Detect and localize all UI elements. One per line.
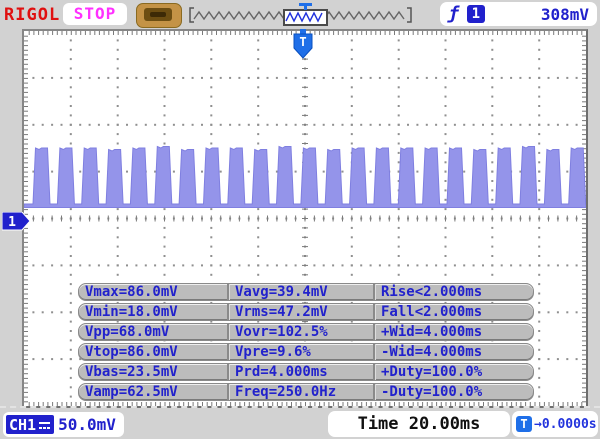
channel1-scale-box[interactable]: CH1 50.0mV — [3, 412, 124, 437]
usb-storage-icon-slot — [150, 12, 166, 17]
memory-window-waveform — [285, 11, 323, 23]
usb-storage-icon — [136, 3, 182, 28]
measurements-panel: Vmax=86.0mV Vavg=39.4mV Rise<2.000ms Vmin=1… — [78, 283, 534, 403]
measurement-cell: Vmin=18.0mV — [85, 304, 178, 320]
memory-window-box[interactable] — [283, 9, 328, 26]
trigger-offset-value: →0.0000s — [534, 416, 597, 432]
trigger-level-value: 308mV — [540, 4, 589, 24]
trigger-offset-badge: T — [516, 416, 532, 432]
memory-position-bar[interactable] — [187, 2, 416, 28]
trigger-offset-box[interactable]: T →0.0000s — [512, 411, 598, 437]
channel1-badge: CH1 — [6, 415, 55, 434]
measurement-cell: Rise<2.000ms — [373, 284, 531, 300]
measurement-row: Vamp=62.5mV Freq=250.0Hz -Duty=100.0% — [78, 383, 534, 401]
measurement-cell: -Duty=100.0% — [373, 384, 531, 400]
measurement-cell: Vrms=47.2mV — [227, 304, 373, 320]
memory-position-graphic — [189, 3, 412, 26]
brand-logo: RIGOL — [4, 5, 61, 25]
measurement-cell: +Duty=100.0% — [373, 364, 531, 380]
measurement-cell: Vpp=68.0mV — [85, 324, 170, 340]
measurement-cell: Freq=250.0Hz — [227, 384, 373, 400]
measurement-cell: Vtop=86.0mV — [85, 344, 178, 360]
measurement-cell: -Wid=4.000ms — [373, 344, 531, 360]
rising-edge-trigger-icon: ƒ — [448, 3, 459, 24]
measurement-row: Vpp=68.0mV Vovr=102.5% +Wid=4.000ms — [78, 323, 534, 341]
trigger-position-marker[interactable]: T — [291, 29, 315, 62]
measurement-cell: Prd=4.000ms — [227, 364, 373, 380]
timebase-value: Time 20.00ms — [357, 414, 481, 434]
measurement-row: Vmin=18.0mV Vrms=47.2mV Fall<2.000ms — [78, 303, 534, 321]
trigger-position-marker-graphic: T — [293, 29, 313, 59]
memory-bar-left-bracket — [189, 7, 194, 23]
measurement-cell: Vovr=102.5% — [227, 324, 373, 340]
trigger-marker-stem — [300, 29, 306, 35]
measurement-cell: Vamp=62.5mV — [85, 384, 178, 400]
channel1-position-marker[interactable]: 1 — [1, 211, 31, 231]
trigger-marker-shield — [293, 33, 313, 59]
memory-trigger-marker-icon — [299, 3, 312, 10]
channel1-marker-arrow — [1, 211, 31, 231]
dc-coupling-icon — [39, 421, 51, 429]
channel1-waveform — [24, 145, 586, 208]
measurement-cell: Vbas=23.5mV — [85, 364, 178, 380]
measurement-cell: Vavg=39.4mV — [227, 284, 373, 300]
timebase-box[interactable]: Time 20.00ms — [328, 411, 510, 437]
measurement-cell: Vmax=86.0mV — [85, 284, 178, 300]
channel1-position-marker-graphic: 1 — [1, 211, 31, 231]
measurement-row: Vbas=23.5mV Prd=4.000ms +Duty=100.0% — [78, 363, 534, 381]
measurement-row: Vtop=86.0mV Vpre=9.6% -Wid=4.000ms — [78, 343, 534, 361]
measurement-cell: Vpre=9.6% — [227, 344, 373, 360]
channel1-marker-label: 1 — [8, 215, 16, 230]
channel1-badge-label: CH1 — [9, 415, 37, 434]
trigger-marker-label: T — [299, 35, 306, 49]
measurement-cell: Fall<2.000ms — [373, 304, 531, 320]
measurement-row: Vmax=86.0mV Vavg=39.4mV Rise<2.000ms — [78, 283, 534, 301]
channel1-scale-value: 50.0mV — [58, 415, 116, 434]
run-status-badge[interactable]: STOP — [63, 3, 127, 25]
memory-bar-right-bracket — [407, 7, 412, 23]
trigger-source-badge: 1 — [466, 5, 485, 23]
trigger-info-box[interactable]: ƒ 1 308mV — [440, 2, 597, 26]
footer-separator — [0, 406, 600, 408]
measurement-cell: +Wid=4.000ms — [373, 324, 531, 340]
